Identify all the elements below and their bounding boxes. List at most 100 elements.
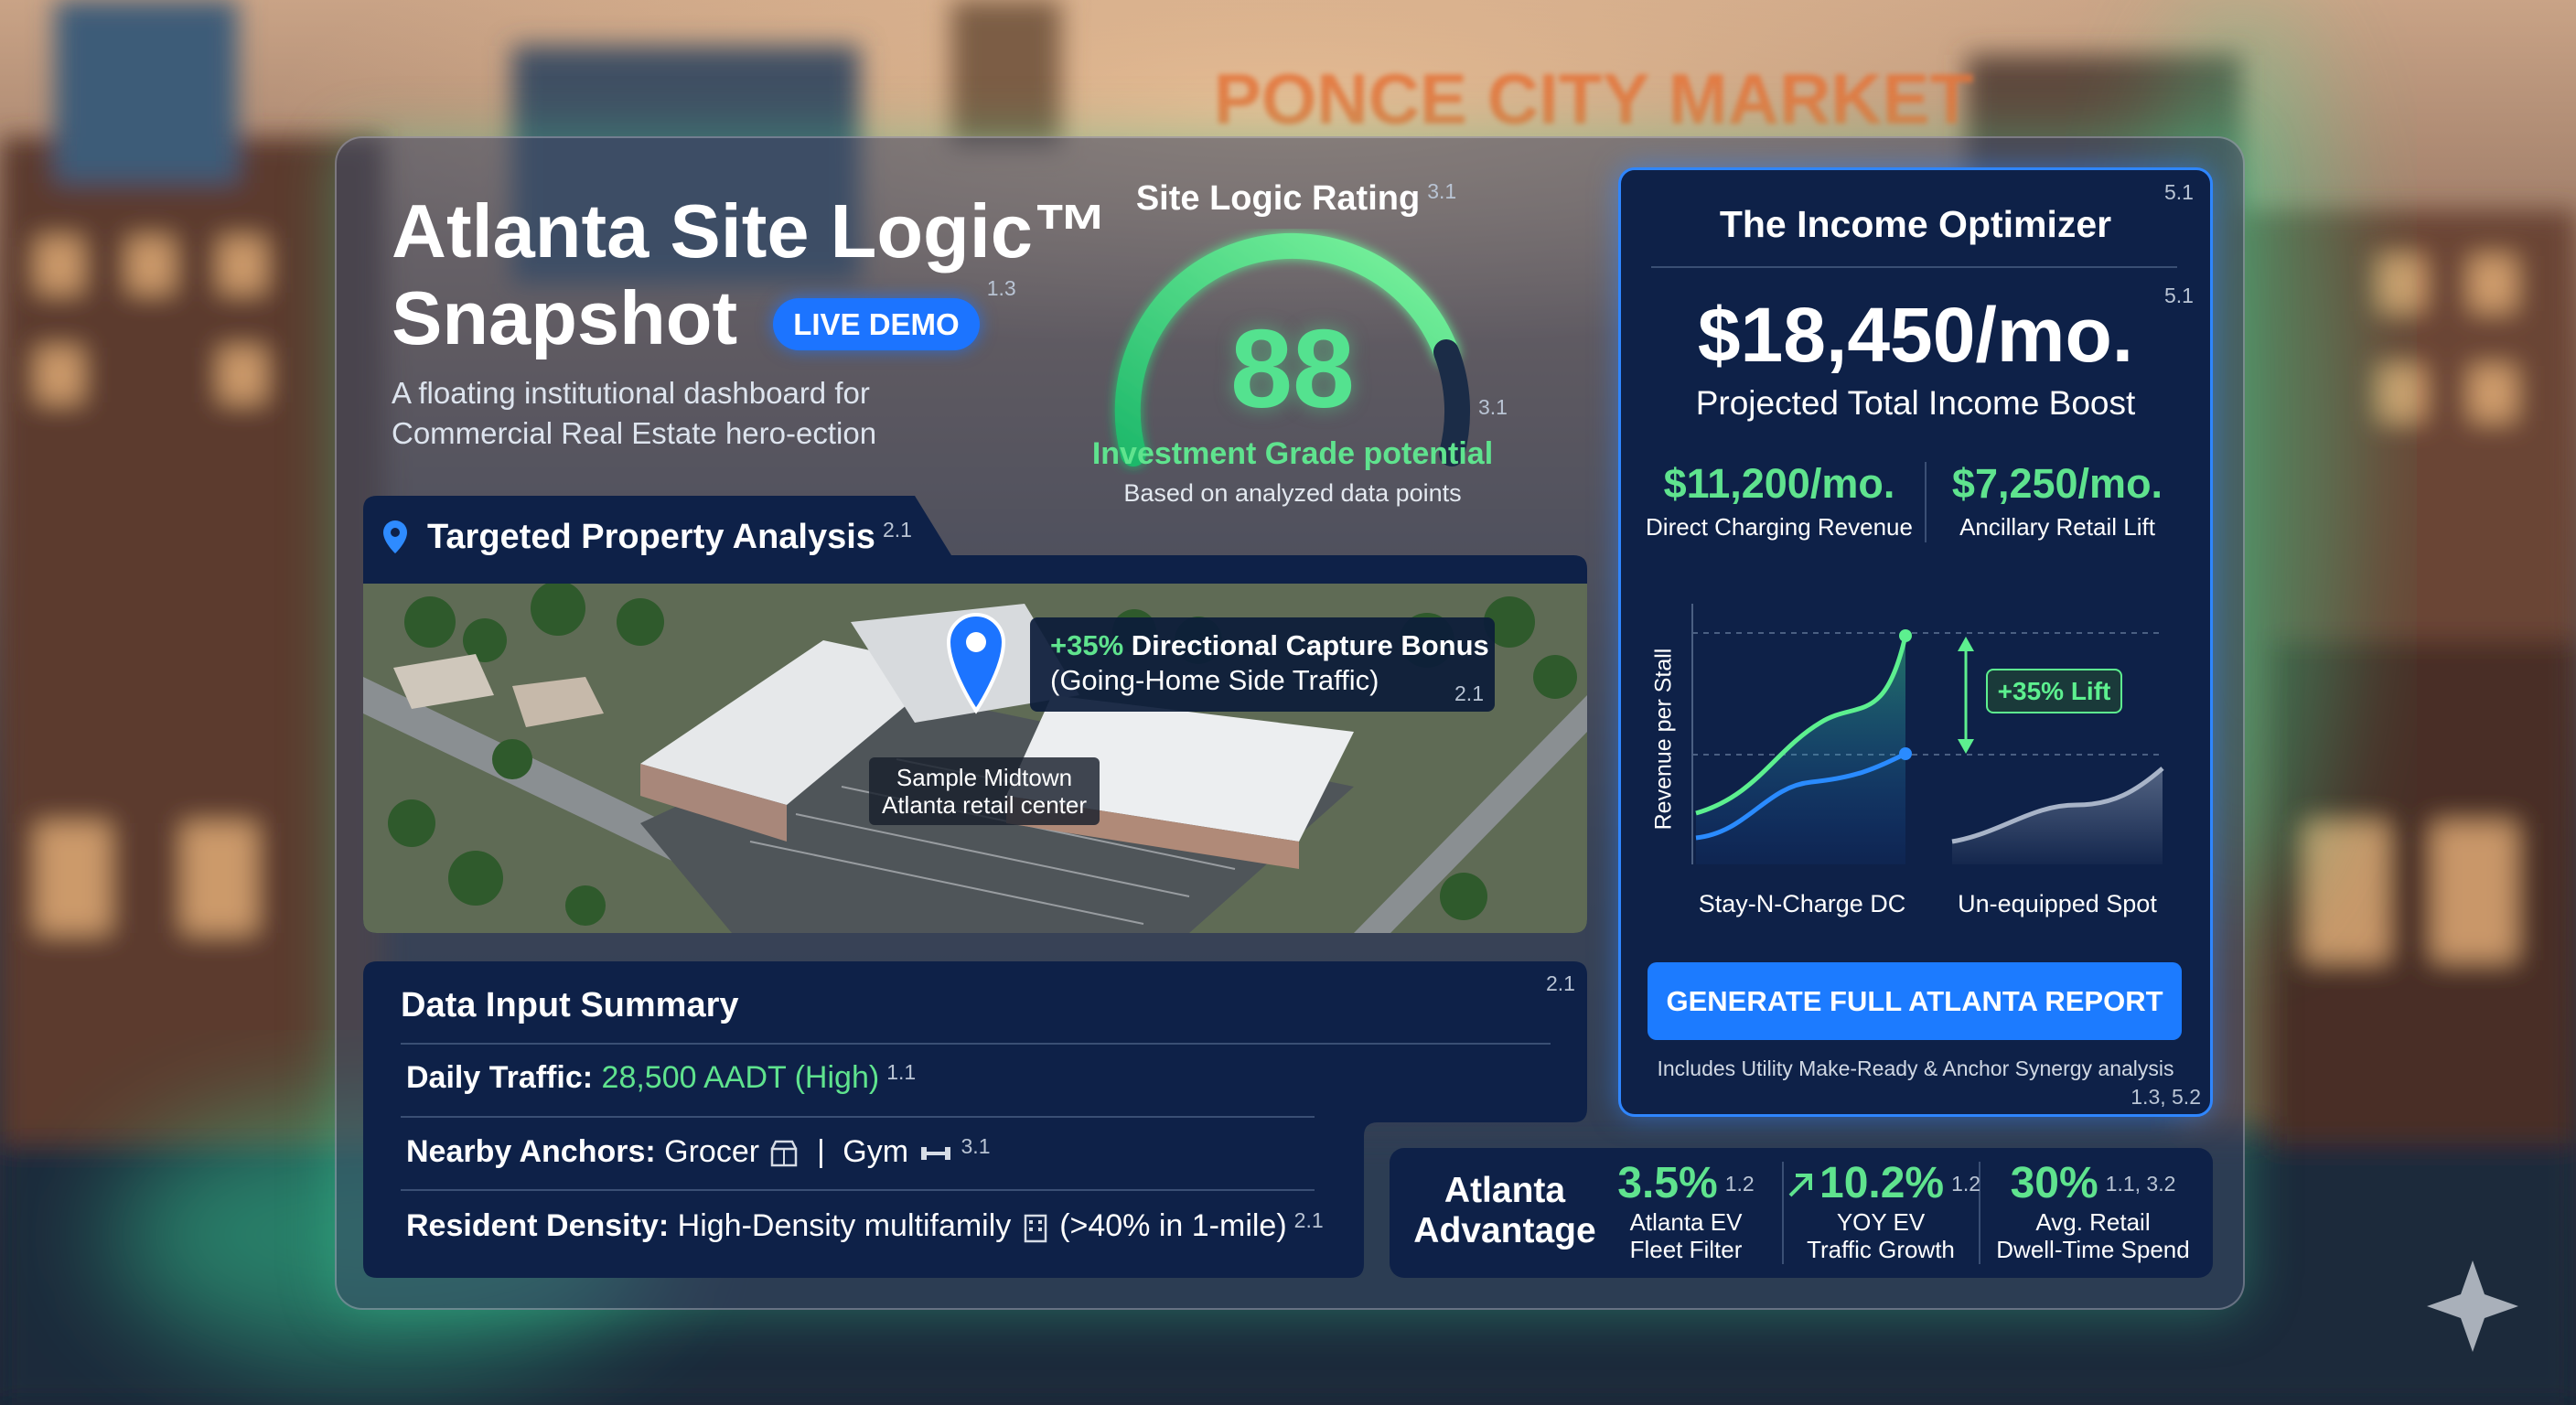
- rating-title: Site Logic Rating: [1135, 179, 1421, 218]
- trend-icon: [1788, 1174, 1812, 1197]
- input-row: Daily Traffic: 28,500 AADT (High) 1.1: [406, 1060, 916, 1096]
- photo-caption: Sample Midtown Atlanta retail center: [869, 757, 1100, 825]
- stat-value: 10.2%: [1819, 1159, 1945, 1207]
- divider: [1782, 1162, 1784, 1264]
- point: [1899, 629, 1912, 642]
- background-sign: PONCE CITY MARKET: [1214, 59, 1974, 139]
- input-value: High-Density multifamily: [677, 1208, 1012, 1243]
- inputs-title: Data Input Summary: [401, 986, 739, 1024]
- callout-sub: (Going-Home Side Traffic): [1050, 664, 1379, 696]
- header: Atlanta Site Logic™ Snapshot LIVE DEMO1.…: [392, 188, 1109, 361]
- reference: 3.1: [1427, 179, 1457, 203]
- stat-label: Atlanta EV: [1629, 1208, 1743, 1236]
- reference: 2.1: [882, 518, 912, 542]
- optimizer-title: The Income Optimizer: [1719, 203, 2112, 245]
- stat-value-wrap: 30% 1.1, 3.2: [1983, 1159, 2203, 1208]
- live-badge: LIVE DEMO: [773, 297, 980, 350]
- reference: 3.1: [961, 1134, 991, 1158]
- grocer-icon: [770, 1140, 797, 1167]
- divider: [1651, 266, 2177, 268]
- advantage-card: [1390, 1148, 2213, 1278]
- subtitle: A floating institutional dashboard for C…: [392, 373, 876, 454]
- rating-note: Based on analyzed data points: [1123, 479, 1462, 507]
- reference: 1.3: [986, 276, 1016, 300]
- lift-chart: [1691, 604, 2164, 864]
- title-line: Snapshot LIVE DEMO1.3: [392, 274, 1109, 361]
- callout-line: +35% Directional Capture Bonus: [1050, 628, 1489, 663]
- input-value: (>40% in 1-mile): [1059, 1208, 1287, 1243]
- separator: |: [816, 1134, 825, 1169]
- reference: 1.1: [886, 1060, 917, 1084]
- building-icon: [1024, 1214, 1046, 1243]
- input-value: Grocer: [664, 1134, 760, 1169]
- chart-category: Stay-N-Charge DC: [1698, 890, 1906, 917]
- rating-title-wrap: Site Logic Rating 3.1: [1022, 179, 1571, 219]
- gauge-track: [1433, 339, 1470, 467]
- caption-line: Sample Midtown: [896, 764, 1073, 791]
- subtitle-line: Commercial Real Estate hero-ection: [392, 416, 877, 450]
- input-value: 28,500 AADT (High): [601, 1060, 880, 1095]
- area: [1696, 636, 1905, 864]
- curve: [1695, 751, 1907, 841]
- stat: 10.2% 1.2 YOY EV Traffic Growth: [1785, 1159, 1981, 1263]
- reference: 1.2: [1951, 1172, 1981, 1196]
- chart-y-label: Revenue per Stall: [1650, 648, 1677, 831]
- reference: 3.1: [1478, 395, 1508, 419]
- title: Snapshot: [392, 275, 738, 360]
- curve: [1695, 635, 1908, 816]
- optimizer-card: [1618, 167, 2213, 1117]
- curve: [1951, 767, 2164, 844]
- chart-category: Un-equipped Spot: [1958, 890, 2157, 917]
- report-button[interactable]: GENERATE FULL ATLANTA REPORT: [1648, 962, 2182, 1040]
- callout-title: Directional Capture Bonus: [1131, 629, 1489, 661]
- gym-icon: [920, 1147, 950, 1161]
- reference: 2.1: [1546, 971, 1575, 995]
- divider: [1979, 1162, 1980, 1264]
- metric-value: $7,250/mo.: [1951, 460, 2163, 507]
- metric-label: Ancillary Retail Lift: [1959, 513, 2155, 541]
- reference: 5.1: [2164, 284, 2194, 307]
- stat-value: 3.5%: [1617, 1159, 1718, 1207]
- property-title-wrap: Targeted Property Analysis 2.1: [427, 518, 912, 557]
- area: [1952, 768, 2163, 864]
- divider: [1925, 462, 1927, 542]
- stat-value-wrap: 10.2% 1.2: [1785, 1159, 1981, 1208]
- advantage-title-line: Advantage: [1413, 1211, 1596, 1250]
- reference: 2.1: [1293, 1208, 1324, 1232]
- stat-label: Avg. Retail: [2035, 1208, 2151, 1236]
- input-value: Gym: [843, 1134, 909, 1169]
- input-row: Nearby Anchors: Grocer | Gym 3.1: [406, 1134, 991, 1170]
- lift-badge: +35% Lift: [1986, 669, 2122, 713]
- metric-value: $11,200/mo.: [1663, 460, 1895, 507]
- optimizer-total-label: Projected Total Income Boost: [1695, 384, 2136, 422]
- stat-label: Fleet Filter: [1629, 1236, 1743, 1263]
- property-title: Targeted Property Analysis: [427, 518, 875, 556]
- reference: 1.3, 5.2: [2131, 1085, 2201, 1109]
- advantage-title: Atlanta Advantage: [1404, 1171, 1605, 1251]
- stat: 3.5% 1.2 Atlanta EV Fleet Filter: [1594, 1159, 1777, 1263]
- input-label: Resident Density:: [406, 1208, 670, 1243]
- metric-label: Direct Charging Revenue: [1646, 513, 1913, 541]
- stat-label: Dwell-Time Spend: [1996, 1236, 2190, 1263]
- gauge-fill: [1114, 233, 1459, 467]
- gauge: [1114, 233, 1470, 467]
- footnote: Includes Utility Make-Ready & Anchor Syn…: [1657, 1056, 2174, 1080]
- sparkle-icon: [2427, 1260, 2518, 1352]
- input-label: Daily Traffic:: [406, 1060, 594, 1095]
- reference: 5.1: [2164, 180, 2194, 204]
- subtitle-line: A floating institutional dashboard for: [392, 376, 870, 410]
- rating-score: 88: [1230, 306, 1355, 431]
- input-label: Nearby Anchors:: [406, 1134, 656, 1169]
- stat-label: Traffic Growth: [1807, 1236, 1955, 1263]
- stat-value-wrap: 3.5% 1.2: [1594, 1159, 1777, 1208]
- stat: 30% 1.1, 3.2 Avg. Retail Dwell-Time Spend: [1983, 1159, 2203, 1263]
- reference: 1.1, 3.2: [2105, 1172, 2176, 1196]
- optimizer-total: $18,450/mo.: [1697, 292, 2134, 378]
- caption-line: Atlanta retail center: [881, 791, 1087, 819]
- stat-value: 30%: [2010, 1159, 2098, 1207]
- callout-highlight: +35%: [1050, 629, 1124, 661]
- input-row: Resident Density: High-Density multifami…: [406, 1208, 1324, 1244]
- stat-label: YOY EV: [1836, 1208, 1926, 1236]
- reference: 1.2: [1724, 1172, 1755, 1196]
